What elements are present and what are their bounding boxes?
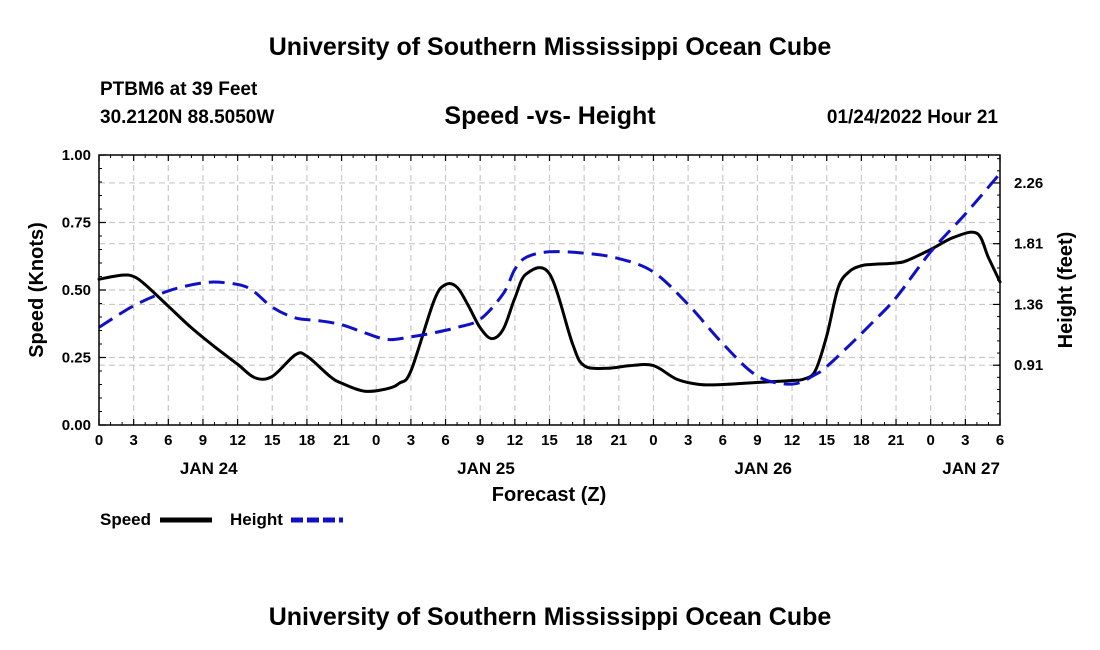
x-tick-label: 15: [541, 432, 558, 449]
y-axis-title: Speed (Knots): [26, 222, 48, 358]
y-tick-labels: 0.00 0.25 0.50 0.75 1.00: [62, 147, 91, 434]
x-tick-label: 15: [264, 432, 281, 449]
x-axis-title: Forecast (Z): [492, 484, 606, 506]
series-layer: [97, 172, 1002, 393]
x-tick-label: 3: [129, 432, 137, 449]
x-tick-label: 6: [164, 432, 172, 449]
timestamp-label: 01/24/2022 Hour 21: [827, 107, 999, 128]
x-tick-label: 3: [961, 432, 969, 449]
x-tick-label: 0: [372, 432, 380, 449]
x-tick-label: 18: [576, 432, 593, 449]
x-tick-label: 3: [407, 432, 415, 449]
x-tick-label: 0: [95, 432, 103, 449]
x-tick-label: 6: [996, 432, 1004, 449]
y2-tick-label: 1.81: [1014, 236, 1043, 253]
date-label: JAN 26: [734, 459, 792, 478]
x-tick-label: 15: [818, 432, 835, 449]
y-tick-label: 0.75: [62, 215, 91, 232]
legend-speed-label: Speed: [100, 510, 151, 529]
y-tick-label: 1.00: [62, 147, 91, 164]
y2-tick-label: 1.36: [1014, 296, 1043, 313]
x-tick-label: 12: [229, 432, 246, 449]
date-labels: JAN 24 JAN 25 JAN 26 JAN 27: [180, 459, 1000, 478]
date-label: JAN 25: [457, 459, 515, 478]
legend-height-label: Height: [230, 510, 283, 529]
x-tick-label: 6: [719, 432, 727, 449]
series-line-height: [98, 172, 1002, 386]
x-tick-label: 21: [333, 432, 350, 449]
page-title: University of Southern Mississippi Ocean…: [269, 33, 832, 61]
x-tick-label: 21: [888, 432, 905, 449]
x-tick-label: 12: [507, 432, 524, 449]
y-tick-label: 0.00: [62, 417, 91, 434]
x-tick-label: 12: [784, 432, 801, 449]
coordinates-label: 30.2120N 88.5050W: [100, 107, 274, 128]
x-tick-label: 3: [684, 432, 692, 449]
plot-frame: [98, 154, 1001, 426]
x-tick-label: 18: [299, 432, 316, 449]
grid: [99, 155, 1000, 425]
series-line-speed: [97, 230, 1002, 393]
y-tick-label: 0.50: [62, 282, 91, 299]
x-tick-label: 18: [853, 432, 870, 449]
x-tick-label: 9: [199, 432, 207, 449]
x-tick-labels: 0 3 6 9 12 15 18 21 0 3 6 9 12 15 18 21 0 3 6 9 12 15 18 21 0 3 6: [95, 432, 1004, 449]
y2-tick-labels: 0.91 1.36 1.81 2.26: [1014, 175, 1043, 374]
date-label: JAN 27: [942, 459, 1000, 478]
x-tick-label: 9: [476, 432, 484, 449]
footer-title: University of Southern Mississippi Ocean…: [269, 603, 832, 631]
x-tick-label: 21: [610, 432, 627, 449]
date-label: JAN 24: [180, 459, 238, 478]
x-tick-label: 0: [649, 432, 657, 449]
x-tick-label: 6: [441, 432, 449, 449]
y2-tick-label: 0.91: [1014, 357, 1043, 374]
chart-title: Speed -vs- Height: [444, 102, 656, 130]
y-tick-label: 0.25: [62, 350, 91, 367]
y2-axis-title: Height (feet): [1055, 232, 1077, 349]
legend: Speed Height: [100, 510, 343, 529]
station-label: PTBM6 at 39 Feet: [100, 79, 258, 100]
x-tick-label: 9: [753, 432, 761, 449]
x-tick-label: 0: [927, 432, 935, 449]
y2-tick-label: 2.26: [1014, 175, 1043, 192]
